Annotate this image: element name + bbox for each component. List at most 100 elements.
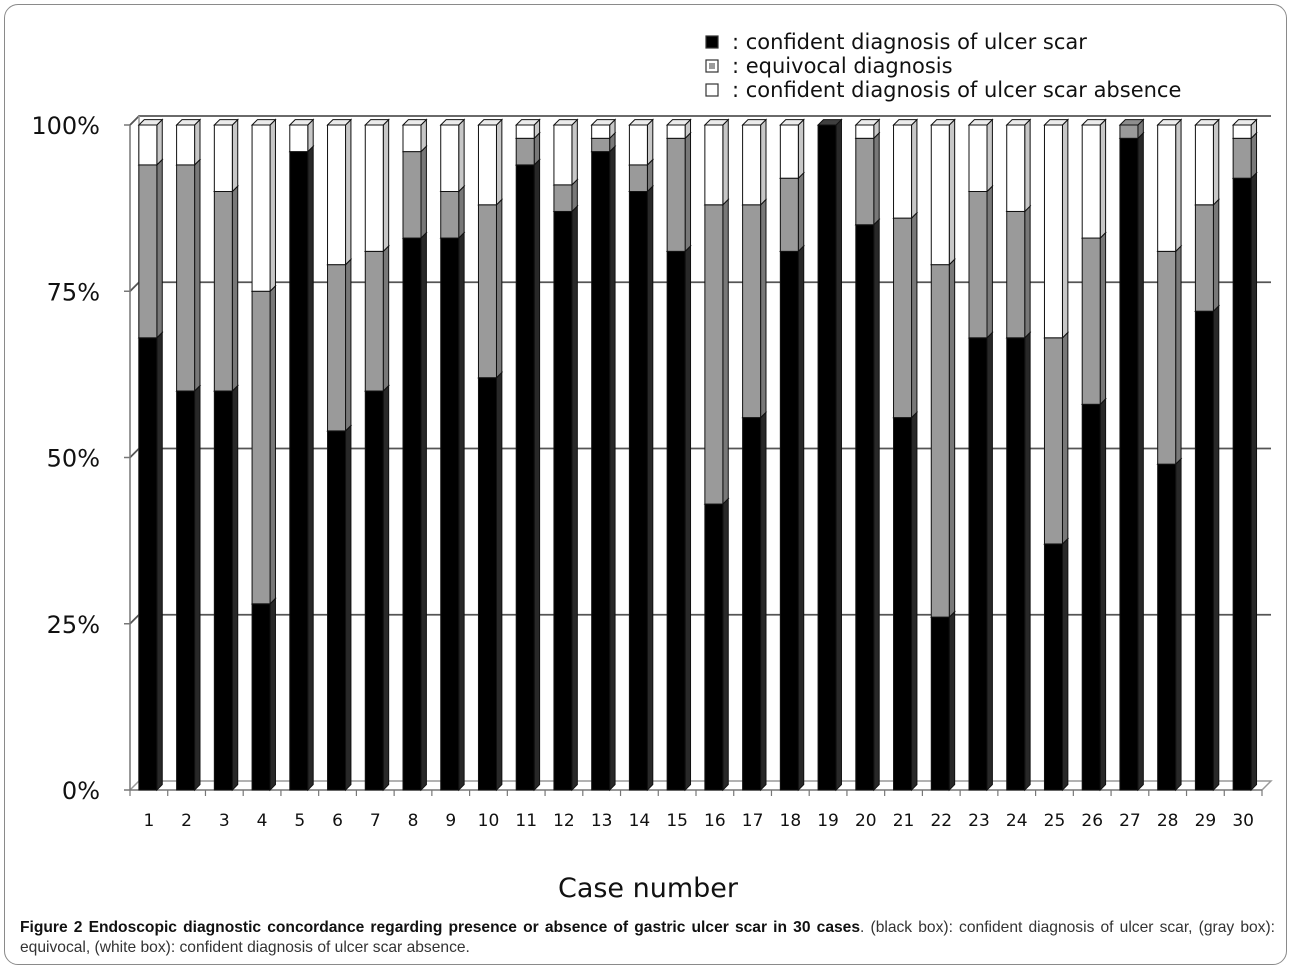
legend-swatch-fill (709, 63, 715, 69)
bar-segment-case-19-series-1 (816, 118, 843, 792)
x-tick-label-case-9: 9 (445, 811, 456, 831)
bar-segment-case-4-series-1 (250, 597, 277, 792)
legend-item-2: : equivocal diagnosis (705, 54, 953, 78)
bar-segment-case-5-series-3 (288, 118, 315, 153)
bar-segment-case-10-series-2 (477, 198, 504, 379)
bar-segment-case-1-series-3 (137, 118, 164, 167)
x-axis-label: Case number (558, 873, 739, 904)
bar-segment-case-4-series-2 (250, 284, 277, 606)
bar-segment-case-12-series-1 (552, 204, 579, 792)
legend-label: : equivocal diagnosis (732, 54, 953, 78)
bar-segment-case-8-series-1 (401, 231, 428, 792)
bar-segment-case-7-series-1 (364, 384, 390, 792)
x-tick-label-case-30: 30 (1232, 811, 1254, 831)
caption-text: . (black box): confident diagnosis of ul… (20, 919, 1275, 956)
legend-item-3: : confident diagnosis of ulcer scar abse… (705, 78, 1181, 102)
y-tick-label: 100% (31, 112, 100, 140)
bar-segment-case-5-series-1 (288, 144, 315, 792)
bar-segment-case-3-series-1 (213, 384, 239, 792)
bar-segment-case-16-series-2 (703, 198, 730, 506)
bar-segment-case-12-series-3 (552, 118, 579, 187)
bar-segment-case-10-series-3 (477, 118, 504, 207)
bar-segment-case-26-series-3 (1080, 118, 1107, 240)
bar-segment-case-20-series-3 (854, 118, 881, 140)
x-tick-label-case-1: 1 (143, 811, 154, 831)
bar-segment-case-3-series-2 (213, 184, 239, 393)
bar-segment-case-8-series-3 (401, 118, 428, 153)
y-tick-label: 75% (47, 278, 100, 306)
bar-segment-case-22-series-1 (930, 610, 956, 792)
x-tick-label-case-21: 21 (893, 811, 915, 831)
x-tick-label-case-10: 10 (478, 811, 500, 831)
bar-segment-case-4-series-3 (250, 118, 277, 293)
y-tick-label: 50% (47, 445, 100, 473)
bar-segment-case-28-series-1 (1156, 457, 1183, 792)
bar-segment-case-2-series-3 (175, 118, 202, 167)
bar-segment-case-29-series-3 (1194, 118, 1221, 207)
bar-segment-case-22-series-2 (930, 258, 956, 619)
bar-segment-case-11-series-3 (514, 118, 541, 140)
bar-segment-case-17-series-2 (741, 198, 768, 419)
legend-label: : confident diagnosis of ulcer scar (732, 30, 1087, 54)
x-tick-label-case-22: 22 (930, 811, 952, 831)
y-tick-labels: 0% 25% 50% 75% 100% (31, 112, 100, 805)
x-tick-label-case-12: 12 (553, 811, 575, 831)
bar-segment-case-9-series-2 (439, 184, 466, 240)
stacked-bar-chart: 0%25%50%75%100% 1 2 3 4 5 6 7 8 9 10 11 12 13 14 15 16 1… (31, 30, 1273, 904)
bar-segment-case-21-series-1 (892, 410, 919, 792)
bar-segment-case-24-series-3 (1005, 118, 1032, 213)
bar-segment-case-16-series-1 (703, 497, 730, 792)
bar-segment-case-23-series-1 (967, 331, 994, 792)
caption-title: Figure 2 Endoscopic diagnostic concordan… (20, 919, 861, 936)
bar-segment-case-6-series-3 (326, 118, 353, 266)
x-tick-label-case-19: 19 (817, 811, 839, 831)
bar-segment-case-25-series-2 (1043, 331, 1070, 546)
x-tick-label-case-13: 13 (591, 811, 613, 831)
x-tick-label-case-18: 18 (780, 811, 802, 831)
x-tick-label-case-5: 5 (294, 811, 305, 831)
x-tick-label-case-17: 17 (742, 811, 764, 831)
bar-segment-case-23-series-3 (967, 118, 994, 193)
legend-swatch (705, 35, 719, 49)
bar-segment-case-27-series-2 (1118, 118, 1145, 140)
legend-item-1: : confident diagnosis of ulcer scar (705, 30, 1087, 54)
x-tick-label-case-28: 28 (1157, 811, 1179, 831)
bar-segment-case-29-series-1 (1194, 304, 1221, 792)
x-tick-label-case-8: 8 (408, 811, 419, 831)
bar-segment-case-26-series-2 (1080, 231, 1107, 406)
x-tick-label-case-29: 29 (1195, 811, 1217, 831)
bar-segment-case-20-series-1 (854, 218, 881, 792)
x-tick-label-case-25: 25 (1044, 811, 1066, 831)
x-tick-label-case-20: 20 (855, 811, 877, 831)
bar-segment-case-15-series-2 (665, 131, 692, 253)
x-tick-label-case-26: 26 (1081, 811, 1103, 831)
bar-segment-case-1-series-1 (137, 331, 164, 792)
x-tick-label-case-15: 15 (666, 811, 688, 831)
bar-segment-case-18-series-3 (779, 118, 805, 180)
x-tick-label-case-16: 16 (704, 811, 726, 831)
legend-swatch (705, 83, 719, 97)
x-tick-label-case-24: 24 (1006, 811, 1028, 831)
x-tick-label-case-6: 6 (332, 811, 343, 831)
bar-segment-case-18-series-1 (779, 244, 805, 792)
figure-caption: Figure 2 Endoscopic diagnostic concordan… (20, 918, 1275, 958)
x-tick-label-case-14: 14 (629, 811, 651, 831)
bar-segment-case-27-series-1 (1118, 131, 1145, 792)
bar-segment-case-6-series-2 (326, 258, 353, 433)
legend-label: : confident diagnosis of ulcer scar abse… (732, 78, 1181, 102)
bar-segment-case-28-series-3 (1156, 118, 1183, 253)
bar-segment-case-30-series-1 (1231, 171, 1258, 792)
x-tick-label-case-2: 2 (181, 811, 192, 831)
bar-segment-case-21-series-3 (892, 118, 919, 220)
bar-segment-case-6-series-1 (326, 424, 353, 792)
bar-segment-case-17-series-3 (741, 118, 768, 207)
x-tick-label-case-27: 27 (1119, 811, 1141, 831)
bar-segment-case-1-series-2 (137, 158, 164, 340)
bar-segment-case-18-series-2 (779, 171, 805, 253)
bar-segment-case-30-series-3 (1231, 118, 1258, 140)
bar-segment-case-13-series-3 (590, 118, 617, 140)
bar-segment-case-15-series-3 (665, 118, 692, 140)
bar-segment-case-11-series-1 (514, 158, 541, 792)
bar-segment-case-30-series-2 (1231, 131, 1258, 180)
bar-segment-case-22-series-3 (930, 118, 956, 266)
